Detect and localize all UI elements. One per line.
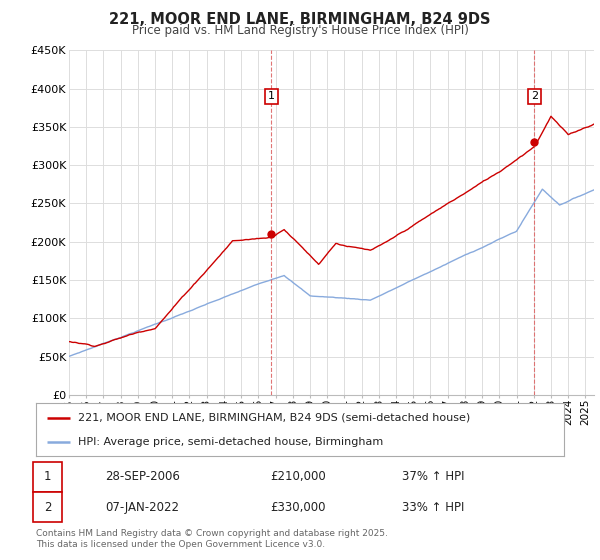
Text: 33% ↑ HPI: 33% ↑ HPI — [402, 501, 464, 514]
Text: 2: 2 — [44, 501, 51, 514]
Text: 2: 2 — [531, 91, 538, 101]
FancyBboxPatch shape — [33, 462, 62, 492]
Text: 1: 1 — [44, 470, 51, 483]
Text: £210,000: £210,000 — [270, 470, 326, 483]
Text: Price paid vs. HM Land Registry's House Price Index (HPI): Price paid vs. HM Land Registry's House … — [131, 24, 469, 36]
FancyBboxPatch shape — [33, 492, 62, 522]
Text: HPI: Average price, semi-detached house, Birmingham: HPI: Average price, semi-detached house,… — [78, 437, 383, 447]
Text: 37% ↑ HPI: 37% ↑ HPI — [402, 470, 464, 483]
Text: 221, MOOR END LANE, BIRMINGHAM, B24 9DS (semi-detached house): 221, MOOR END LANE, BIRMINGHAM, B24 9DS … — [78, 413, 470, 423]
Text: 28-SEP-2006: 28-SEP-2006 — [105, 470, 180, 483]
Text: £330,000: £330,000 — [270, 501, 325, 514]
Text: Contains HM Land Registry data © Crown copyright and database right 2025.
This d: Contains HM Land Registry data © Crown c… — [36, 529, 388, 549]
Text: 1: 1 — [268, 91, 275, 101]
Text: 07-JAN-2022: 07-JAN-2022 — [105, 501, 179, 514]
Text: 221, MOOR END LANE, BIRMINGHAM, B24 9DS: 221, MOOR END LANE, BIRMINGHAM, B24 9DS — [109, 12, 491, 27]
